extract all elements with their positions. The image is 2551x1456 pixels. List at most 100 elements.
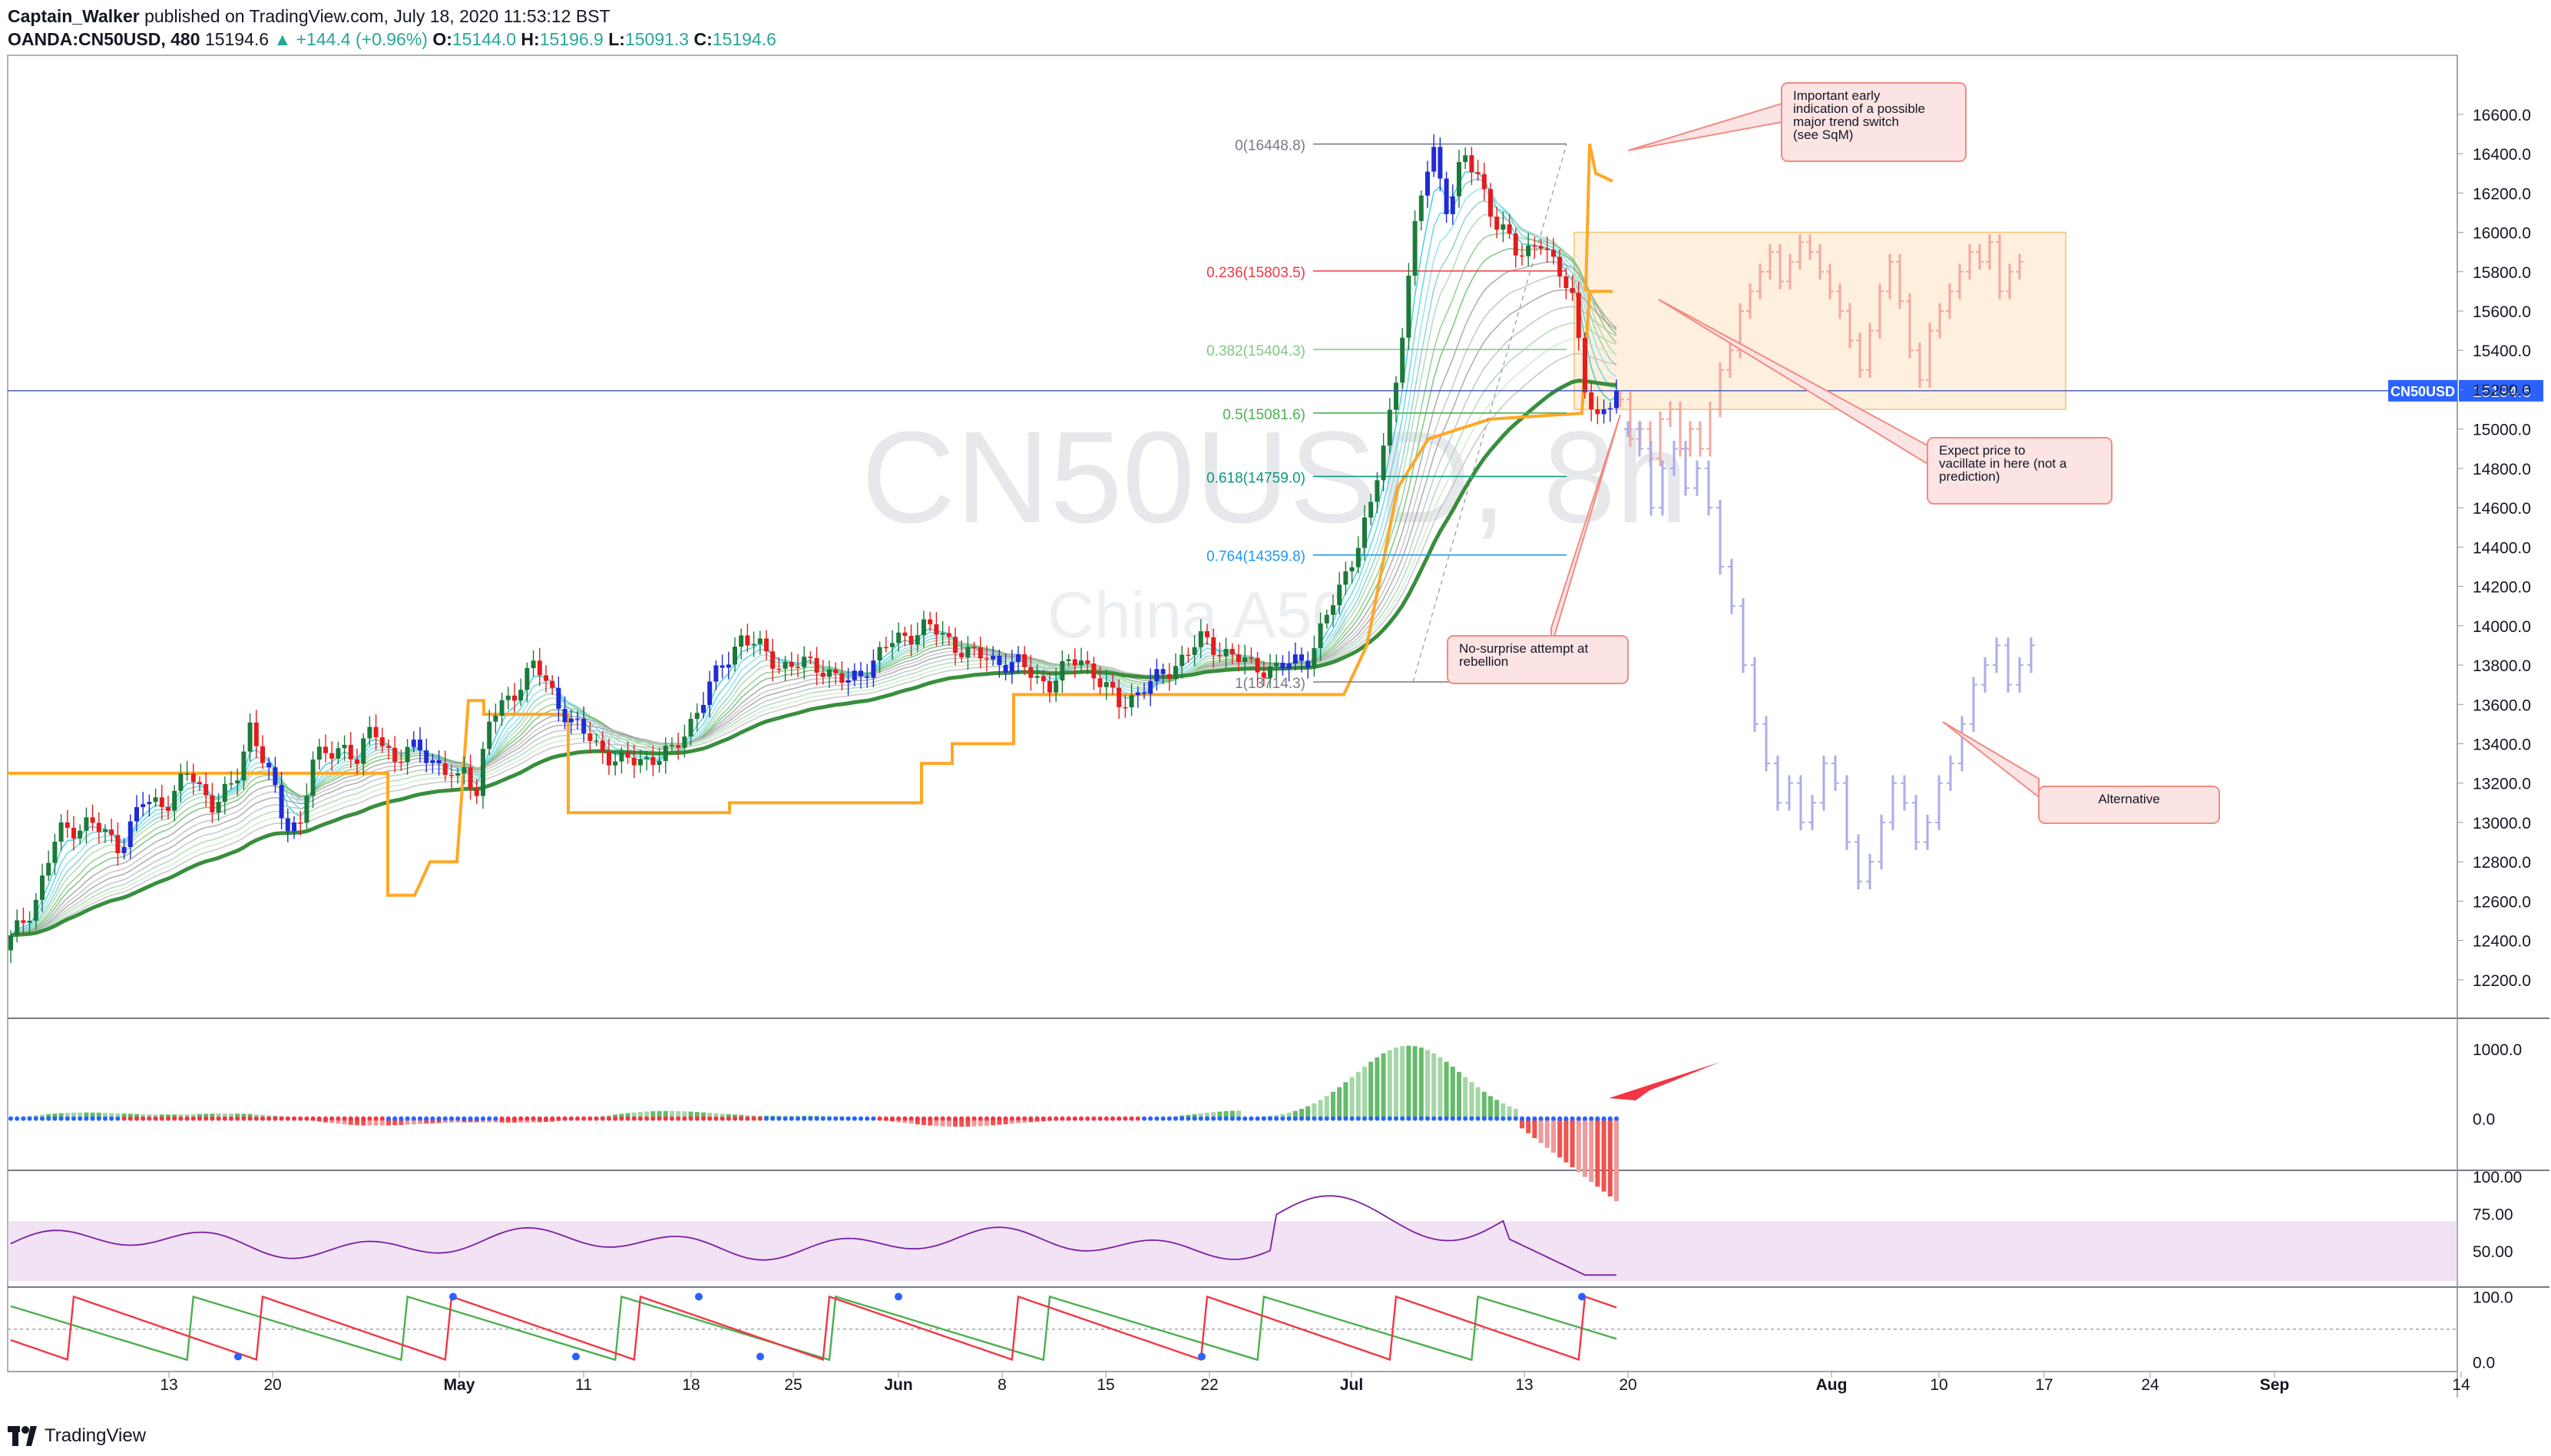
close-label: C: (693, 29, 713, 49)
candle-body (845, 680, 851, 683)
squeeze-dot (1280, 1116, 1285, 1121)
momentum-bar (405, 1118, 410, 1125)
squeeze-dot (1166, 1116, 1172, 1121)
momentum-bar (1538, 1118, 1544, 1143)
momentum-bar (1003, 1118, 1008, 1124)
price-tick-label: 14200.0 (2473, 579, 2531, 597)
aroon-cross-dot (449, 1292, 457, 1301)
squeeze-dot (121, 1116, 127, 1121)
candle-body (323, 746, 328, 753)
momentum-bar (103, 1113, 108, 1119)
squeeze-dot (65, 1116, 70, 1121)
candle-body (172, 790, 177, 811)
squeeze-dot (373, 1116, 379, 1121)
squeeze-dot (147, 1116, 152, 1121)
squeeze-dot (235, 1116, 240, 1121)
candle-body (915, 635, 920, 645)
squeeze-dot (619, 1116, 624, 1121)
candle-body (216, 802, 221, 812)
candle-body (367, 726, 372, 739)
candle-body (1148, 681, 1153, 694)
squeeze-dot (15, 1116, 20, 1121)
candle-body (1173, 666, 1178, 680)
squeeze-dot (745, 1116, 750, 1121)
ma-ribbon-line (10, 213, 1617, 936)
squeeze-dot (1570, 1116, 1575, 1121)
callout-box (2038, 786, 2220, 824)
candle-body (587, 733, 593, 742)
ma-ribbon-line (10, 275, 1617, 936)
candle-body (266, 763, 272, 768)
candle-body (1047, 681, 1052, 693)
squeeze-dot (852, 1116, 857, 1121)
high-label: H: (521, 29, 540, 49)
squeeze-dot (1331, 1116, 1335, 1121)
squeeze-dot (814, 1116, 819, 1121)
candle-body (229, 783, 233, 785)
candle-body (442, 763, 448, 776)
candle-body (820, 672, 826, 677)
momentum-bar (1362, 1067, 1367, 1119)
squeeze-dot (1261, 1116, 1266, 1121)
symbol-line[interactable]: OANDA:CN50USD, 480 (8, 29, 200, 49)
candle-body (1444, 178, 1449, 214)
momentum-bar (1292, 1110, 1298, 1119)
squeeze-dot (877, 1116, 882, 1121)
squeeze-dot (474, 1116, 479, 1121)
candle-body (455, 773, 461, 776)
squeeze-dot (1368, 1116, 1374, 1121)
momentum-bar (1551, 1118, 1556, 1153)
candle-body (424, 750, 429, 763)
tradingview-brand[interactable]: TradingView (8, 1425, 146, 1447)
squeeze-dot (1028, 1116, 1034, 1121)
candle-body (247, 722, 253, 752)
momentum-bar (676, 1110, 681, 1119)
squeeze-dot (1513, 1116, 1518, 1121)
candle-body (298, 822, 303, 824)
squeeze-dot (1148, 1116, 1153, 1121)
time-tick-label: 8 (998, 1376, 1007, 1394)
price-tick-label: 15600.0 (2473, 303, 2531, 321)
squeeze-dot (839, 1116, 845, 1121)
candle-body (650, 756, 656, 766)
candle-body (147, 802, 152, 805)
momentum-bar (1211, 1112, 1216, 1119)
squeeze-dot (607, 1116, 611, 1121)
candle-body (436, 759, 442, 764)
candle-body (638, 759, 643, 766)
aroon-up-line (10, 1295, 1617, 1362)
momentum-bar (1520, 1118, 1524, 1129)
candle-body (1387, 409, 1392, 446)
momentum-bar (418, 1118, 422, 1124)
callout-text: vacillate in here (not a (1939, 456, 2067, 471)
momentum-bar (1205, 1112, 1209, 1119)
candle-body (1255, 657, 1260, 673)
author-name[interactable]: Captain_Walker (8, 6, 140, 26)
momentum-bar (1570, 1118, 1575, 1167)
squeeze-dot (40, 1116, 45, 1121)
squeeze-dot (518, 1116, 524, 1121)
momentum-bar (1349, 1077, 1355, 1119)
time-tick-label: Jul (1340, 1376, 1363, 1394)
aroon-cross-dot (1578, 1292, 1586, 1301)
time-tick-label: 10 (1930, 1376, 1947, 1394)
squeeze-dot (1129, 1116, 1134, 1121)
candle-body (1475, 172, 1481, 174)
candle-body (1299, 654, 1304, 661)
squeeze-dot (197, 1116, 202, 1121)
candle-body (1097, 678, 1103, 687)
squeeze-dot (796, 1116, 800, 1121)
squeeze-dot (348, 1116, 353, 1121)
squeeze-dot (550, 1116, 555, 1121)
momentum-bar (1337, 1087, 1342, 1119)
candle-body (153, 797, 158, 802)
momentum-bar (1400, 1046, 1405, 1119)
candle-body (1349, 567, 1355, 572)
callout-text: indication of a possible (1793, 101, 1925, 116)
momentum-bar (1331, 1091, 1335, 1119)
candle-body (348, 744, 353, 759)
candle-body (670, 745, 674, 746)
squeeze-dot (663, 1116, 668, 1121)
momentum-bar (96, 1112, 101, 1119)
